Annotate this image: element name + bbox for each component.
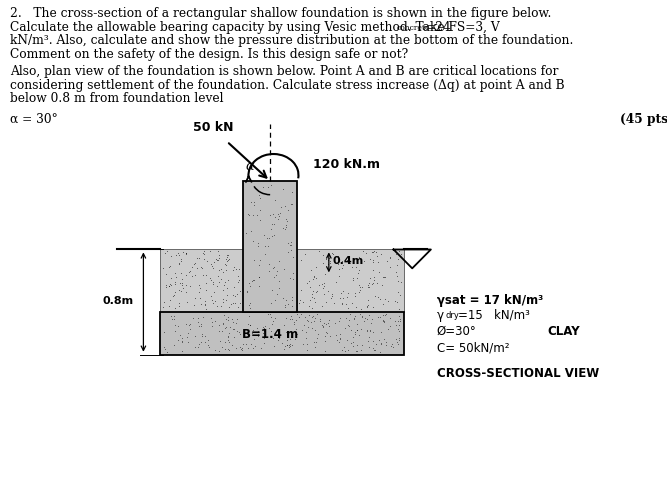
Text: =15   kN/m³: =15 kN/m³ [458,309,530,321]
Text: 0.4m: 0.4m [332,256,364,266]
Text: below 0.8 m from foundation level: below 0.8 m from foundation level [10,92,223,105]
Text: α: α [246,160,254,173]
Text: γsat = 17 kN/m³: γsat = 17 kN/m³ [437,294,543,307]
Text: 120 kN.m: 120 kN.m [313,158,380,171]
Text: 2.   The cross-section of a rectangular shallow foundation is shown in the figur: 2. The cross-section of a rectangular sh… [10,7,552,20]
Text: considering settlement of the foundation. Calculate stress increase (Δq) at poin: considering settlement of the foundation… [10,79,565,92]
Text: (45 pts): (45 pts) [620,113,667,125]
Text: C= 50kN/m²: C= 50kN/m² [437,341,510,354]
Text: Ø=30°: Ø=30° [437,325,477,338]
Bar [243,181,297,312]
Text: kN/m³. Also, calculate and show the pressure distribution at the bottom of the f: kN/m³. Also, calculate and show the pres… [10,34,574,47]
Text: B=1.4 m: B=1.4 m [242,328,298,341]
Text: γ: γ [437,309,444,321]
Text: 50 kN: 50 kN [193,121,234,134]
Text: =24: =24 [426,21,452,34]
Text: CLAY: CLAY [547,325,580,338]
Text: Comment on the safety of the design. Is this design safe or not?: Comment on the safety of the design. Is … [10,48,408,61]
Text: concrete: concrete [397,24,430,32]
Text: α = 30°: α = 30° [10,113,58,125]
Text: Calculate the allowable bearing capacity by using Vesic method. Take FS=3, V: Calculate the allowable bearing capacity… [10,21,500,34]
Text: CROSS-SECTIONAL VIEW: CROSS-SECTIONAL VIEW [437,367,599,380]
Text: 0.8m: 0.8m [102,296,133,306]
Bar [160,249,243,312]
Text: dry: dry [446,311,460,320]
Bar [160,312,404,355]
Bar [297,249,404,312]
Text: Also, plan view of the foundation is shown below. Point A and B are critical loc: Also, plan view of the foundation is sho… [10,65,558,78]
